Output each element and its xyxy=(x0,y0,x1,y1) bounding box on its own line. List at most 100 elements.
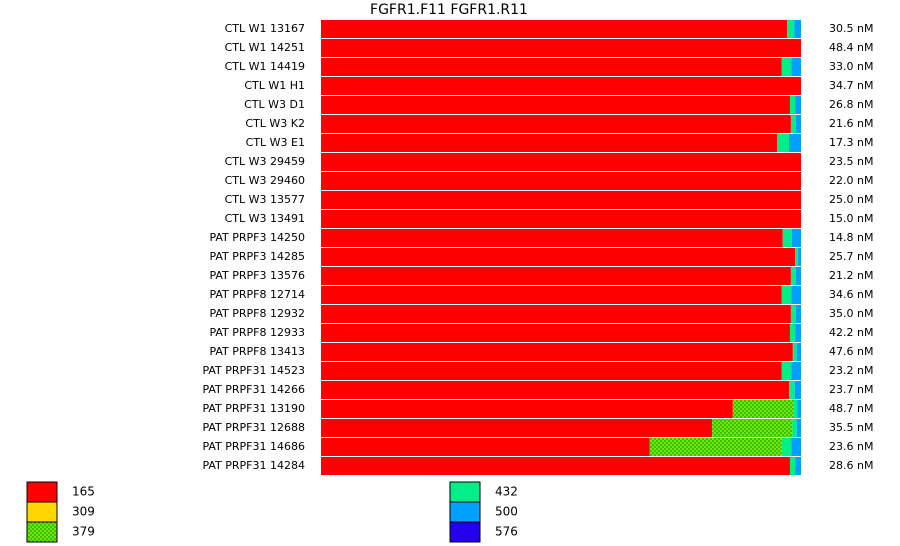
bar-segment xyxy=(790,115,796,133)
bar-segment xyxy=(321,210,801,228)
row-label: PAT PRPF3 13576 xyxy=(209,269,305,282)
bar-segment xyxy=(793,400,798,418)
bar-segment xyxy=(321,381,789,399)
bar-segment xyxy=(781,58,792,76)
bar-segment xyxy=(790,305,796,323)
concentration-label: 23.5 nM xyxy=(829,155,873,168)
legend-swatch xyxy=(26,481,58,503)
legend-label: 432 xyxy=(495,485,518,499)
concentration-label: 35.5 nM xyxy=(829,421,873,434)
row-label: PAT PRPF3 14250 xyxy=(209,231,305,244)
bar-segment xyxy=(781,286,792,304)
row-label: PAT PRPF8 12714 xyxy=(209,288,305,301)
legend-swatch xyxy=(26,501,58,523)
row-label: PAT PRPF31 14523 xyxy=(202,364,305,377)
bar-segment xyxy=(321,191,801,209)
row-label: PAT PRPF31 12688 xyxy=(202,421,305,434)
bar-segment xyxy=(796,343,801,361)
bar-segment xyxy=(321,39,801,57)
legend-swatch xyxy=(26,521,58,543)
concentration-label: 34.6 nM xyxy=(829,288,873,301)
bar-segment xyxy=(321,305,791,323)
bar-segment xyxy=(791,362,801,380)
bar-segment xyxy=(321,20,788,38)
bar-segment xyxy=(321,286,782,304)
bar-segment xyxy=(795,305,801,323)
bar-segment xyxy=(732,400,794,418)
bar-segment xyxy=(321,248,796,266)
row-label: PAT PRPF31 13190 xyxy=(202,402,305,415)
bar-segment xyxy=(321,96,790,114)
legend-swatch xyxy=(449,521,481,543)
bar-segment xyxy=(794,381,801,399)
concentration-label: 15.0 nM xyxy=(829,212,873,225)
row-label: CTL W1 14419 xyxy=(225,60,305,73)
bar-segment xyxy=(795,248,799,266)
bar-segment xyxy=(797,400,801,418)
row-label: CTL W1 13167 xyxy=(225,22,305,35)
bar-segment xyxy=(781,438,792,456)
legend-label: 309 xyxy=(72,505,95,519)
concentration-label: 23.6 nM xyxy=(829,440,873,453)
concentration-label: 33.0 nM xyxy=(829,60,873,73)
bar-segment xyxy=(777,134,789,152)
bar-segment xyxy=(321,115,791,133)
bar-segment xyxy=(796,419,801,437)
concentration-label: 22.0 nM xyxy=(829,174,873,187)
bar-segment xyxy=(321,172,801,190)
concentration-label: 21.2 nM xyxy=(829,269,873,282)
concentration-label: 14.8 nM xyxy=(829,231,873,244)
bar-segment xyxy=(782,229,792,247)
bar-segment xyxy=(791,286,801,304)
legend-label: 500 xyxy=(495,505,518,519)
legend-label: 165 xyxy=(72,485,95,499)
legend-label: 379 xyxy=(72,525,95,539)
row-label: CTL W3 13577 xyxy=(225,193,305,206)
row-label: PAT PRPF3 14285 xyxy=(209,250,305,263)
bar-segment xyxy=(321,457,790,475)
bar-segment xyxy=(789,457,796,475)
concentration-label: 47.6 nM xyxy=(829,345,873,358)
concentration-label: 48.7 nM xyxy=(829,402,873,415)
bar-segment xyxy=(789,96,796,114)
bar-segment xyxy=(795,324,801,342)
row-label: CTL W3 D1 xyxy=(244,98,305,111)
concentration-label: 48.4 nM xyxy=(829,41,873,54)
row-label: CTL W3 29459 xyxy=(225,155,305,168)
legend-label: 576 xyxy=(495,525,518,539)
row-label: PAT PRPF8 13413 xyxy=(209,345,305,358)
bar-segment xyxy=(321,267,791,285)
bar-segment xyxy=(792,419,797,437)
bar-segment xyxy=(795,457,801,475)
bar-segment xyxy=(792,343,797,361)
bar-segment xyxy=(795,115,801,133)
bar-segment xyxy=(321,343,793,361)
row-label: PAT PRPF8 12932 xyxy=(209,307,305,320)
bar-segment xyxy=(321,438,650,456)
legend-swatch xyxy=(449,501,481,523)
concentration-label: 42.2 nM xyxy=(829,326,873,339)
bar-segment xyxy=(795,96,801,114)
bar-segment xyxy=(794,20,801,38)
row-label: CTL W3 13491 xyxy=(225,212,305,225)
bar-segment xyxy=(649,438,782,456)
concentration-label: 26.8 nM xyxy=(829,98,873,111)
bar-segment xyxy=(791,58,801,76)
bar-segment xyxy=(791,229,801,247)
bar-segment xyxy=(321,77,801,95)
bar-segment xyxy=(790,267,796,285)
concentration-label: 25.0 nM xyxy=(829,193,873,206)
row-label: CTL W3 K2 xyxy=(245,117,305,130)
bar-segment xyxy=(321,400,733,418)
concentration-label: 23.2 nM xyxy=(829,364,873,377)
bar-segment xyxy=(791,438,801,456)
bar-segment xyxy=(321,229,783,247)
row-label: CTL W3 29460 xyxy=(225,174,305,187)
bar-segment xyxy=(321,324,790,342)
bar-segment xyxy=(795,267,801,285)
row-label: CTL W1 14251 xyxy=(225,41,305,54)
row-label: PAT PRPF31 14266 xyxy=(202,383,305,396)
bar-segment xyxy=(712,419,793,437)
concentration-label: 28.6 nM xyxy=(829,459,873,472)
